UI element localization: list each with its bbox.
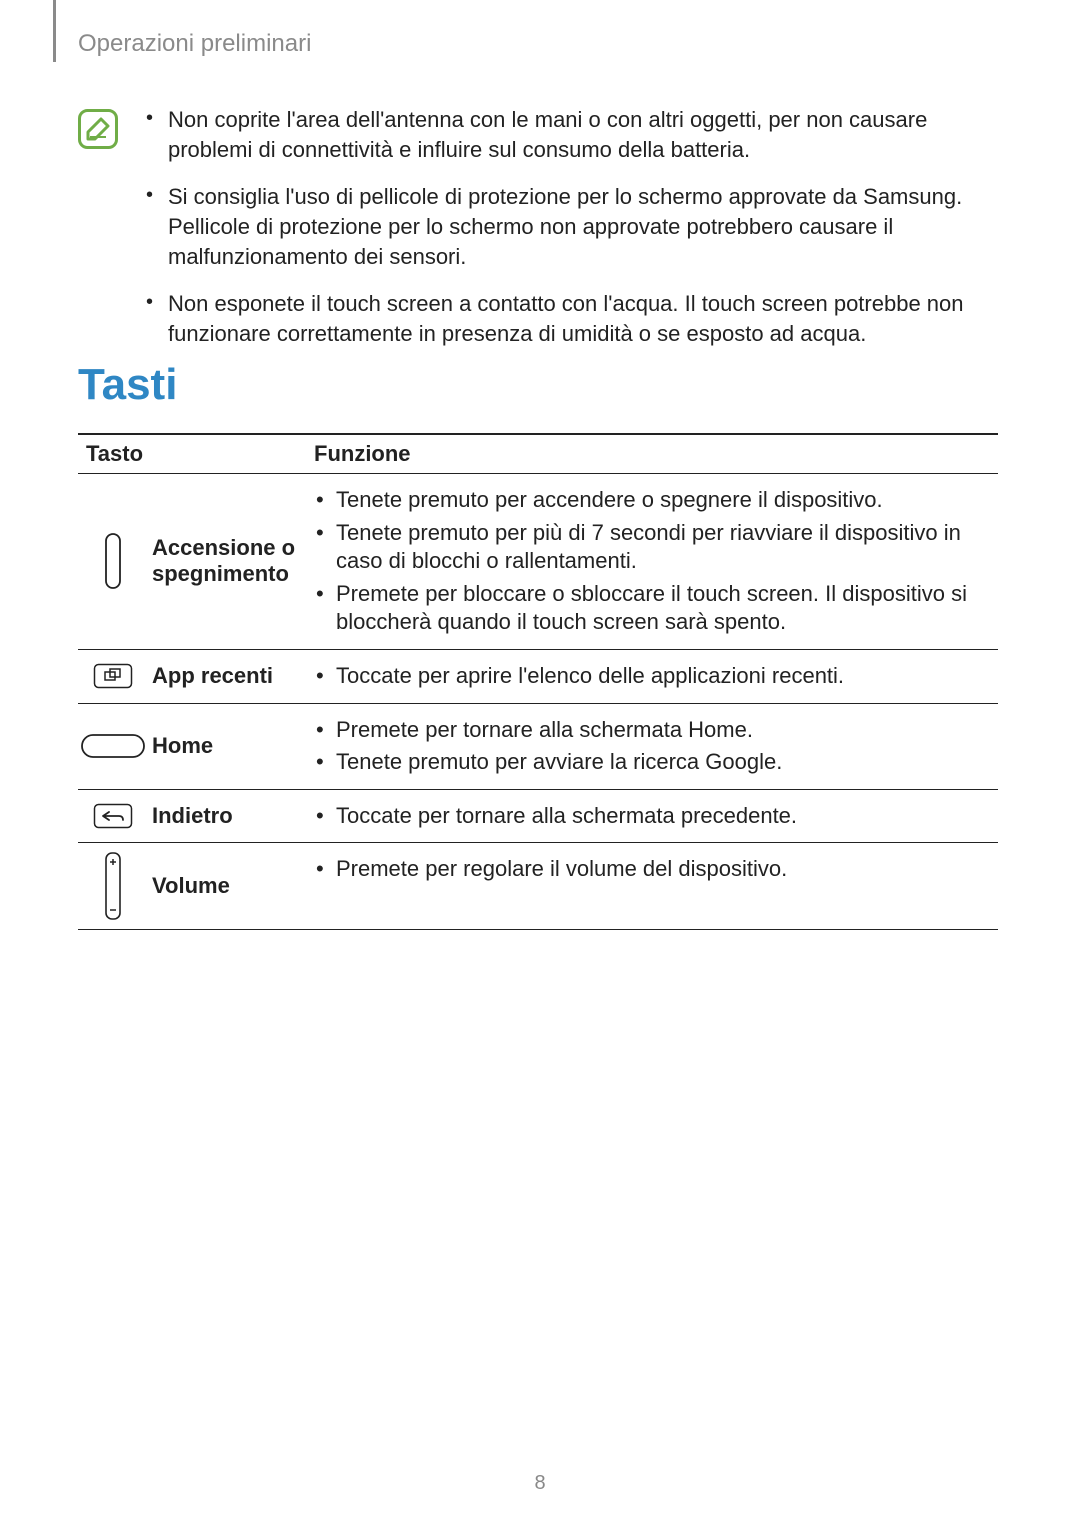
note-pencil-icon — [78, 109, 118, 149]
volume-key-icon — [78, 843, 148, 929]
note-bullet: Si consiglia l'uso di pellicole di prote… — [146, 182, 998, 271]
table-row: Home Premete per tornare alla schermata … — [78, 704, 998, 790]
func-item: Tenete premuto per più di 7 secondi per … — [310, 519, 994, 576]
row-functions: Tenete premuto per accendere o spegnere … — [306, 474, 998, 649]
table-row: Indietro Toccate per tornare alla scherm… — [78, 790, 998, 844]
func-item: Tenete premuto per accendere o spegnere … — [310, 486, 994, 515]
table-row: Volume Premete per regolare il volume de… — [78, 843, 998, 930]
row-functions: Toccate per aprire l'elenco delle applic… — [306, 650, 998, 703]
power-key-icon — [78, 474, 148, 649]
row-functions: Toccate per tornare alla schermata prece… — [306, 790, 998, 843]
note-bullet: Non coprite l'area dell'antenna con le m… — [146, 105, 998, 164]
keys-table: Tasto Funzione Accensione o spegnimento … — [78, 433, 998, 930]
table-header-tasto: Tasto — [78, 435, 306, 473]
func-item: Premete per regolare il volume del dispo… — [310, 855, 994, 884]
note-block: Non coprite l'area dell'antenna con le m… — [78, 105, 998, 367]
row-label: Volume — [148, 843, 306, 929]
row-functions: Premete per regolare il volume del dispo… — [306, 843, 998, 929]
table-row: Accensione o spegnimento Tenete premuto … — [78, 474, 998, 650]
home-key-icon — [78, 704, 148, 789]
page-heading: Tasti — [78, 360, 177, 410]
func-item: Premete per tornare alla schermata Home. — [310, 716, 994, 745]
table-row: App recenti Toccate per aprire l'elenco … — [78, 650, 998, 704]
func-item: Tenete premuto per avviare la ricerca Go… — [310, 748, 994, 777]
section-title: Operazioni preliminari — [78, 30, 311, 58]
page-number: 8 — [0, 1472, 1080, 1495]
row-label: Home — [148, 704, 306, 789]
func-item: Toccate per aprire l'elenco delle applic… — [310, 662, 994, 691]
row-label: Accensione o spegnimento — [148, 474, 306, 649]
row-functions: Premete per tornare alla schermata Home.… — [306, 704, 998, 789]
header-accent-bar — [53, 0, 56, 62]
note-bullet-list: Non coprite l'area dell'antenna con le m… — [146, 105, 998, 367]
recent-apps-key-icon — [78, 650, 148, 703]
table-header-row: Tasto Funzione — [78, 433, 998, 474]
table-header-funzione: Funzione — [306, 435, 998, 473]
func-item: Premete per bloccare o sbloccare il touc… — [310, 580, 994, 637]
note-bullet: Non esponete il touch screen a contatto … — [146, 289, 998, 348]
row-label: App recenti — [148, 650, 306, 703]
func-item: Toccate per tornare alla schermata prece… — [310, 802, 994, 831]
back-key-icon — [78, 790, 148, 843]
row-label: Indietro — [148, 790, 306, 843]
